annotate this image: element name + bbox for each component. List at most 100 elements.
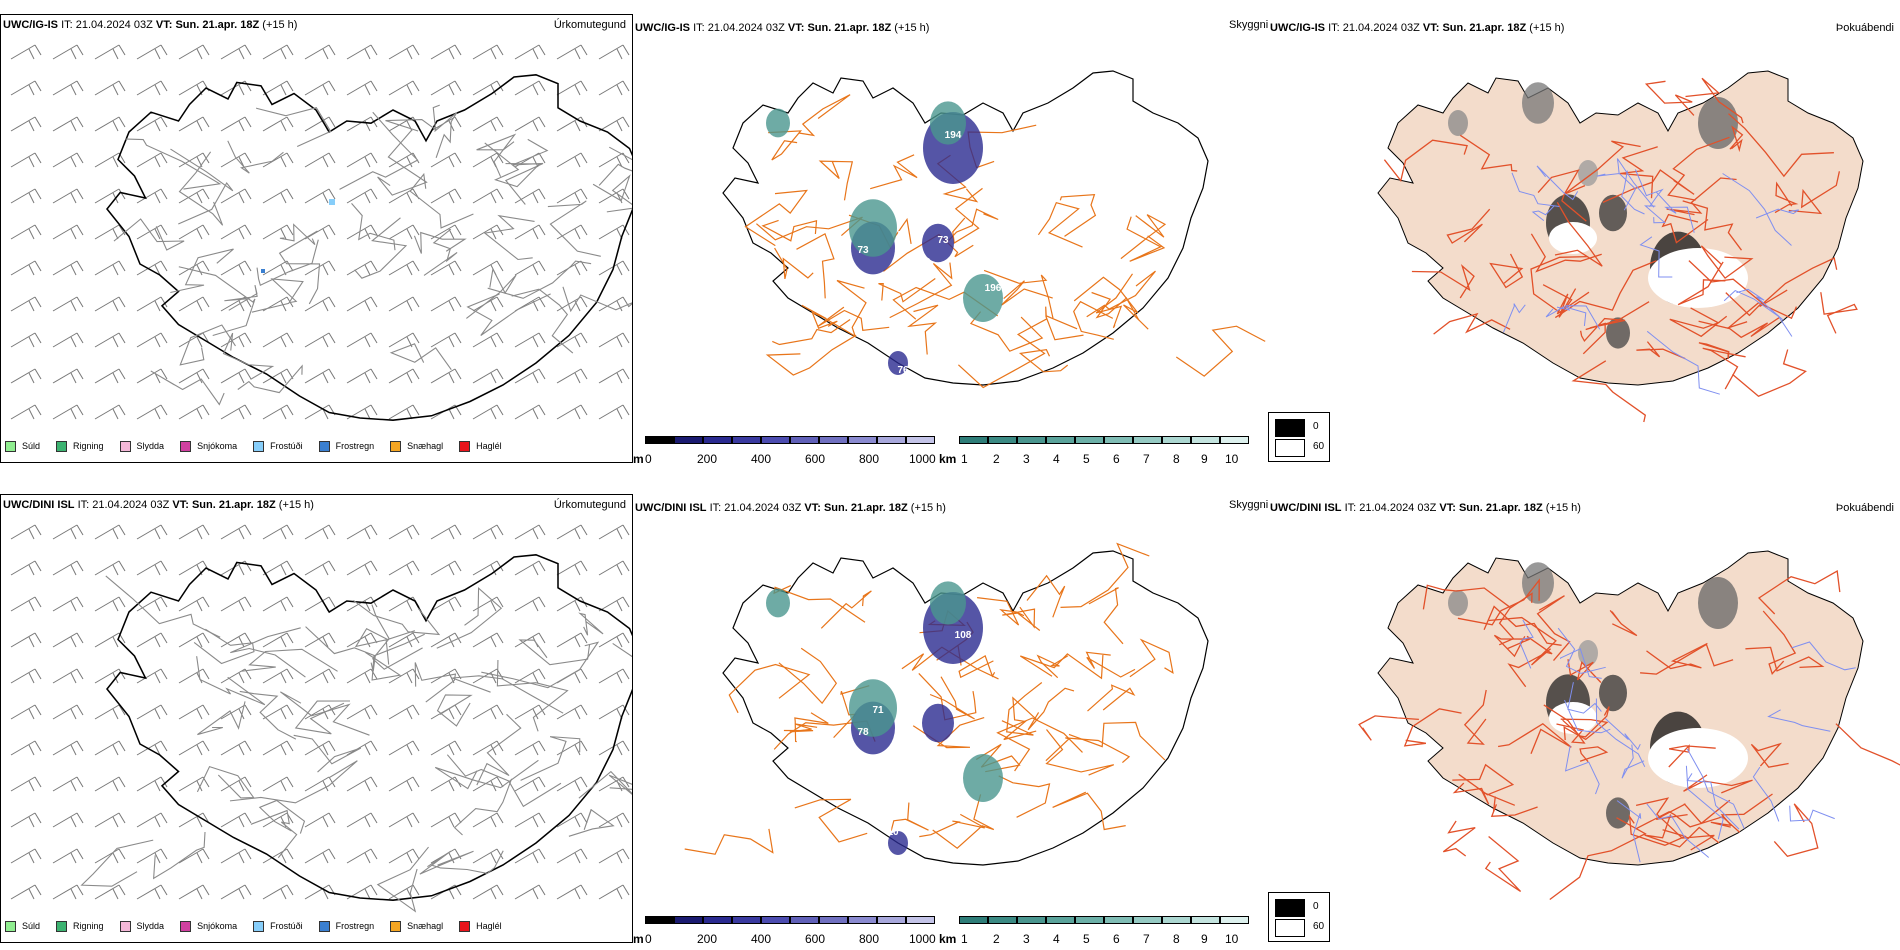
wind-barb (556, 668, 588, 684)
it-label: IT: (61, 19, 73, 31)
wind-barb (94, 188, 126, 204)
wind-barb (52, 668, 84, 684)
road-segment (996, 717, 1083, 772)
visibility-patch (930, 581, 966, 625)
wind-barb (220, 776, 252, 792)
road-segment (339, 111, 419, 190)
road-segment (483, 214, 535, 261)
wind-barb (304, 224, 336, 240)
wind-barb (262, 116, 294, 132)
road-segment (1129, 638, 1174, 678)
road-segment (1073, 300, 1114, 340)
road-segment (578, 612, 604, 636)
wind-barb (304, 524, 336, 540)
wind-barb (52, 884, 84, 900)
km-tick: 2 (993, 932, 1000, 943)
wind-barb (514, 44, 546, 60)
m-scale-cell (790, 916, 819, 924)
legend-item: Rigning (56, 440, 104, 452)
road-segment (227, 140, 284, 174)
wind-barb (220, 44, 252, 60)
wind-barb (262, 260, 294, 276)
road-segment (765, 334, 857, 376)
road-segment (794, 798, 868, 843)
visibility-patches (766, 581, 1003, 855)
vt-label: VT: (787, 22, 805, 34)
legend-label: Slydda (136, 921, 165, 931)
legend-swatch-drizzle (5, 440, 16, 452)
road-segment (279, 223, 316, 246)
wind-barb (388, 524, 420, 540)
wind-barb (52, 560, 84, 576)
wind-barb (304, 332, 336, 348)
km-tick: 5 (1083, 452, 1090, 463)
legend-swatch-sleet (119, 920, 131, 932)
precip-map (10, 524, 632, 913)
wind-barb (598, 884, 630, 900)
wind-barb (472, 44, 504, 60)
road-segment (224, 284, 258, 311)
fog-patch (1599, 674, 1627, 712)
road-segment (1702, 347, 1746, 390)
river-segment (1545, 306, 1587, 327)
wind-barb (178, 632, 210, 648)
road-segment (487, 260, 592, 299)
wind-barb (10, 884, 42, 900)
wind-barb (136, 296, 168, 312)
road-segment (150, 370, 225, 406)
road-segment (241, 648, 338, 672)
road-segment (278, 230, 321, 305)
road-segment (772, 319, 851, 346)
km-scale-cell (1220, 916, 1249, 924)
wind-barb (598, 224, 630, 240)
road-segment (1698, 317, 1780, 339)
wind-barb (346, 704, 378, 720)
road-segment (919, 813, 985, 838)
wind-barb (346, 740, 378, 756)
wind-barb (52, 368, 84, 384)
m-scale-cell (819, 916, 848, 924)
legend-swatch-snow (180, 440, 192, 452)
wind-barb (346, 560, 378, 576)
wind-barb (220, 740, 252, 756)
road-segment (932, 794, 995, 849)
wind-barb (136, 152, 168, 168)
road-segment (434, 112, 458, 159)
visibility-value: 73 (937, 235, 949, 246)
road-segment (413, 231, 467, 254)
road-segment (481, 641, 600, 689)
river-segment (1767, 709, 1831, 732)
lead-time: (+15 h) (1545, 502, 1581, 514)
wind-barb (514, 776, 546, 792)
road-segment (1644, 814, 1720, 848)
km-scale-cell (1017, 436, 1046, 444)
visibility-value: 10 (887, 827, 899, 838)
m-tick: 0 (645, 452, 652, 463)
road-segment (878, 278, 936, 303)
wind-barb (304, 668, 336, 684)
wind-barb (52, 848, 84, 864)
road-segment (153, 831, 206, 880)
it-value: 21.04.2024 03Z (707, 22, 785, 34)
wind-barb (94, 332, 126, 348)
visibility-km-scale: km 1 2 3 4 5 6 7 8 9 10 (939, 436, 1249, 463)
wind-barb (178, 368, 210, 384)
road-segment (1543, 704, 1586, 744)
wind-barb (556, 152, 588, 168)
road-segment (1537, 169, 1587, 222)
wind-barb (472, 884, 504, 900)
road-segment (1497, 723, 1572, 754)
road-segment (801, 304, 838, 329)
wind-barb (304, 776, 336, 792)
wind-barb (514, 188, 546, 204)
wind-barb (430, 776, 462, 792)
road-segment (229, 760, 358, 804)
fog-patch (1448, 590, 1468, 616)
wind-barb (430, 596, 462, 612)
road-segment (1685, 77, 1744, 124)
wind-barb (10, 812, 42, 828)
visibility-patch (963, 274, 1003, 322)
lead-time: (+15 h) (894, 22, 930, 34)
panel-title: Þokuábendi (1835, 502, 1894, 514)
m-scale-cell (848, 916, 877, 924)
